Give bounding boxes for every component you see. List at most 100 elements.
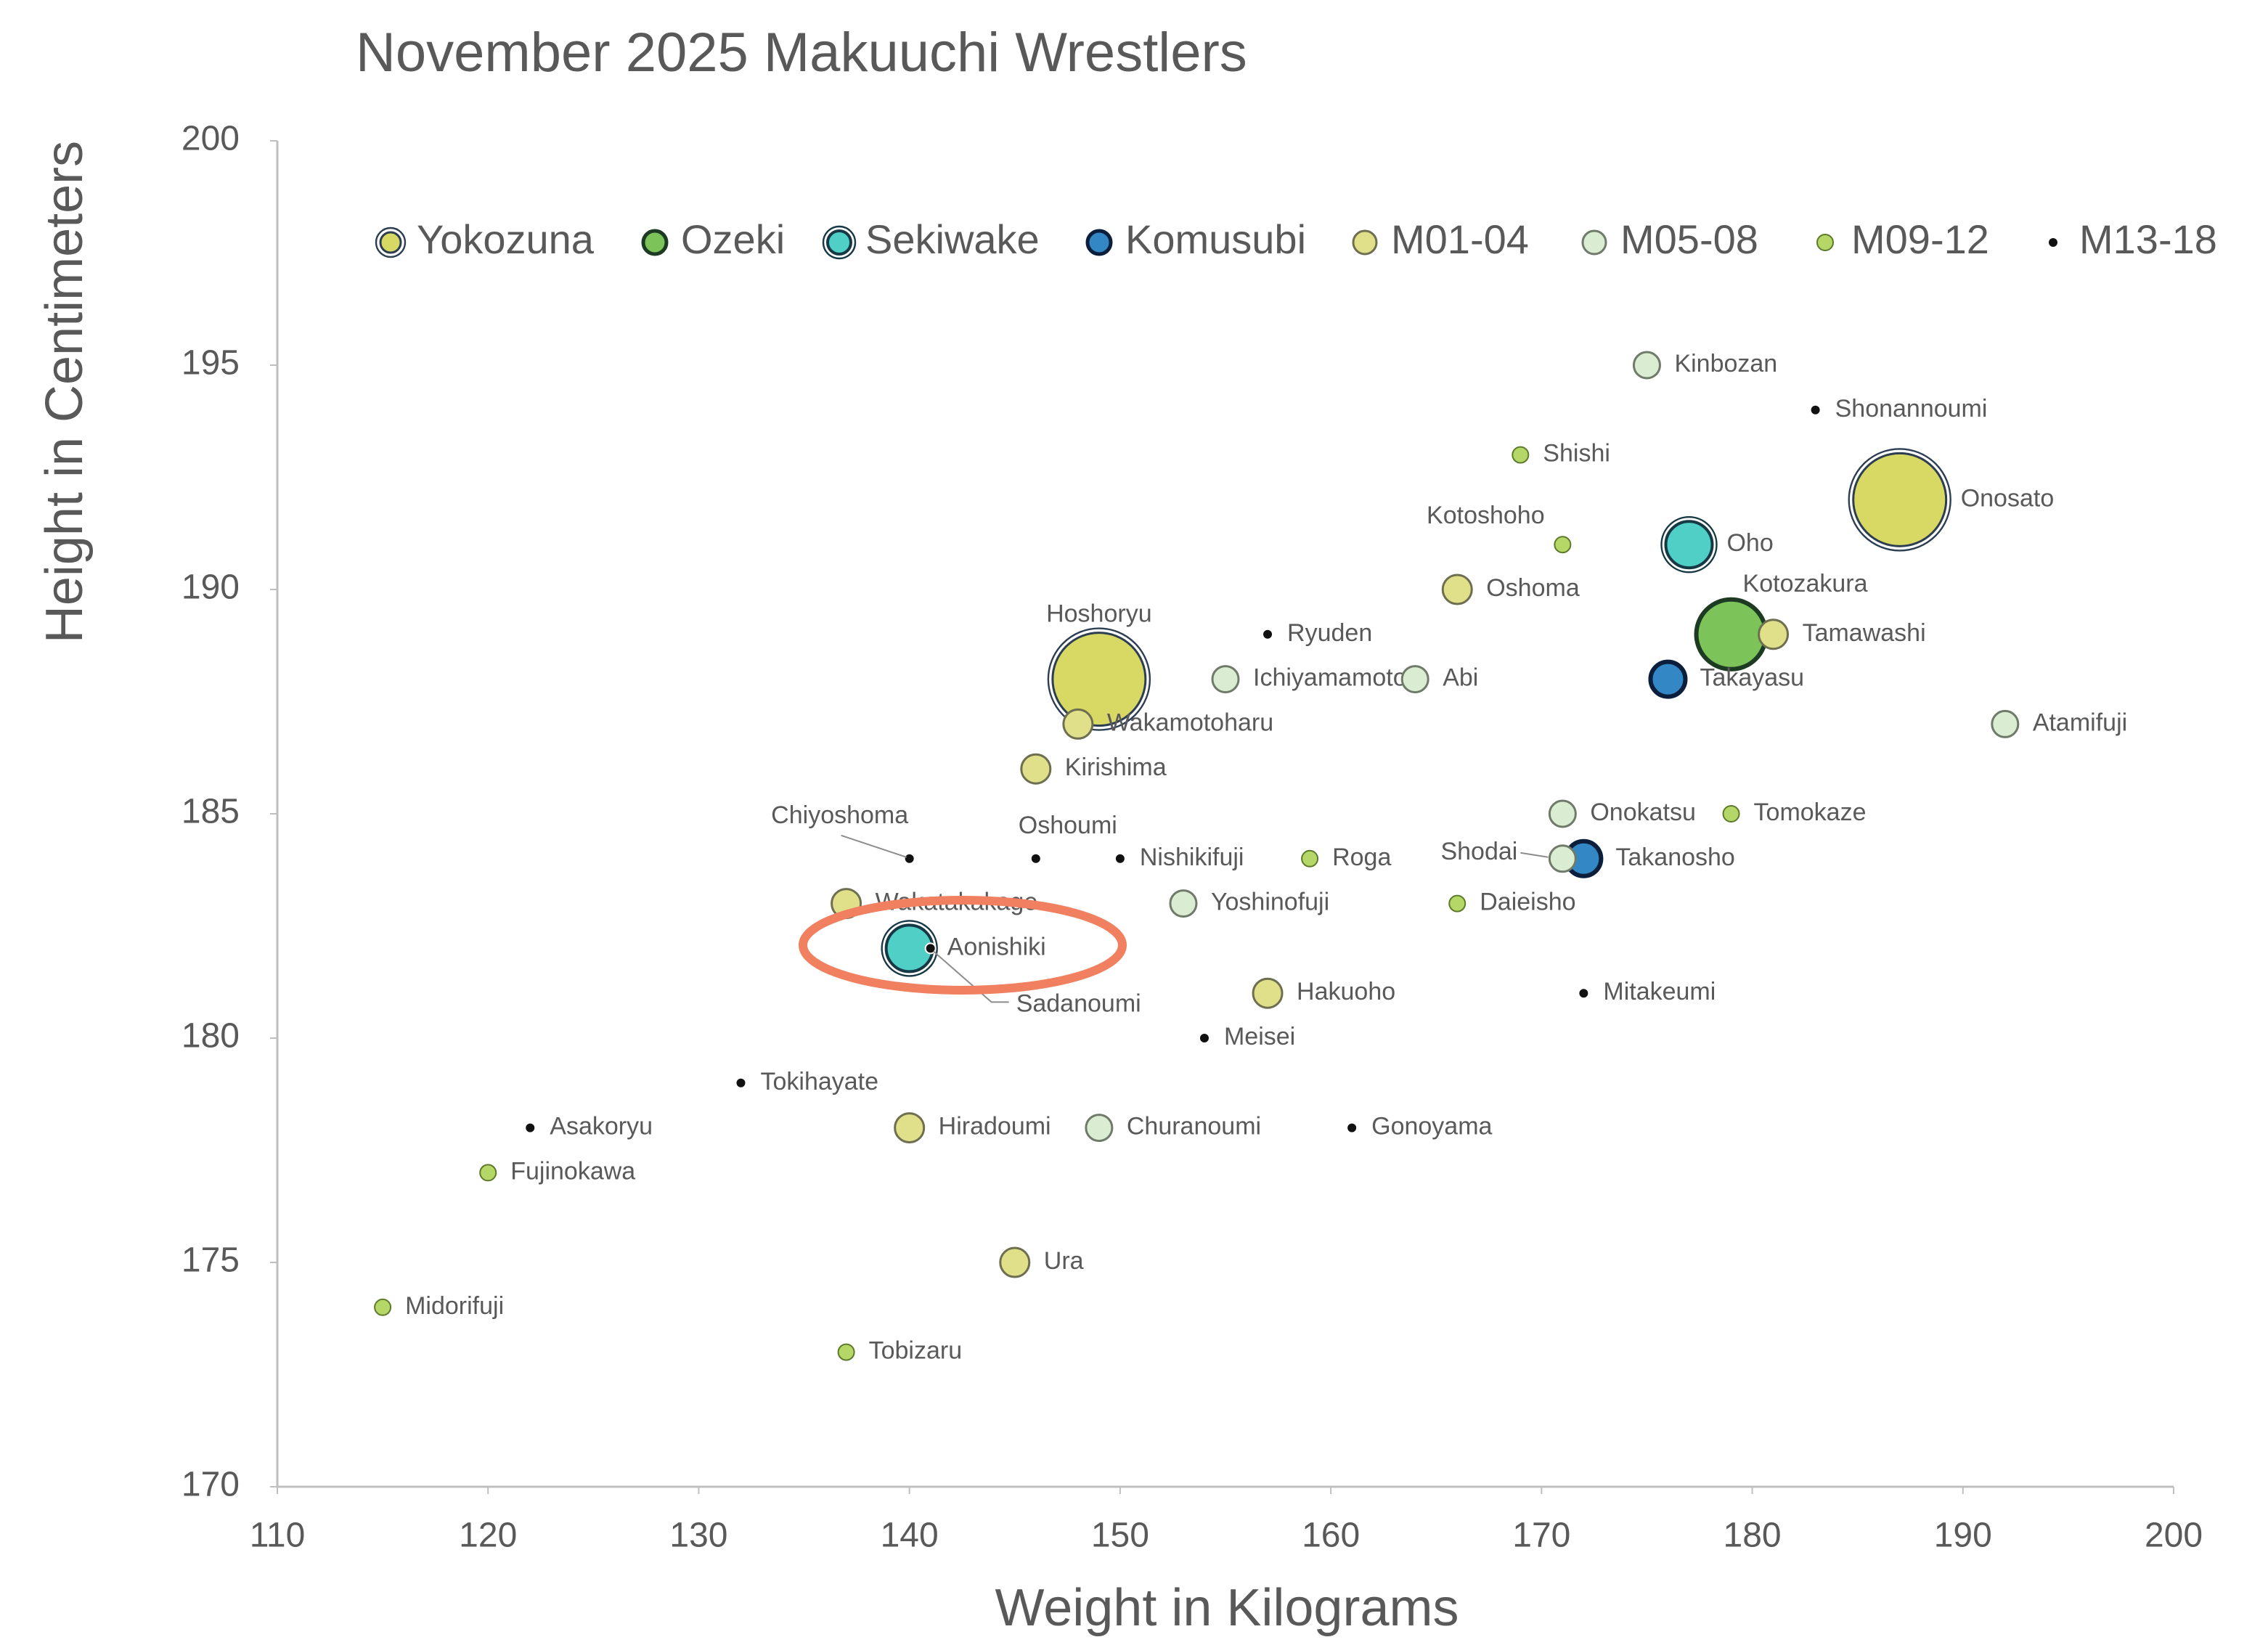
y-tick-label: 195 — [181, 344, 240, 383]
point: Oshoma — [1441, 573, 1580, 605]
point — [1694, 597, 1769, 672]
point: Atamifuji — [1991, 709, 2127, 738]
point — [1664, 520, 1714, 570]
point — [903, 852, 915, 865]
point: Shishi — [1512, 440, 1610, 468]
point: Midorifuji — [374, 1292, 504, 1320]
point: Tobizaru — [837, 1337, 962, 1365]
point-label: Yoshinofuji — [1211, 889, 1329, 916]
legend-label: M09-12 — [1851, 216, 1989, 262]
point — [374, 1298, 392, 1316]
leader-line — [933, 950, 1009, 1003]
legend-ring — [375, 226, 407, 258]
point: Tomokaze — [1722, 799, 1867, 826]
point — [1448, 894, 1467, 913]
point — [1169, 889, 1198, 918]
point — [924, 942, 937, 955]
point — [1346, 1122, 1358, 1134]
point: Ichiyamamoto — [1211, 664, 1407, 694]
point-label: Wakamotoharu — [1107, 709, 1273, 736]
point — [479, 1164, 497, 1182]
point-label: Nishikifuji — [1140, 844, 1244, 871]
point: Meisei — [1198, 1023, 1295, 1050]
point-label: Sadanoumi — [1016, 989, 1141, 1017]
point — [1062, 708, 1094, 740]
point-label: Meisei — [1224, 1023, 1295, 1050]
point: Nishikifuji — [1114, 844, 1244, 871]
point — [1648, 659, 1688, 699]
legend-marker — [1581, 229, 1607, 256]
chart-title: November 2025 Makuuchi Wrestlers — [356, 22, 1247, 83]
point: Kinbozan — [1632, 350, 1777, 380]
point-label: Ryuden — [1287, 619, 1372, 647]
point: Mitakeumi — [1578, 978, 1716, 1005]
point-label: Onokatsu — [1590, 799, 1696, 826]
point-label: Shodai — [1440, 838, 1517, 865]
point: Hakuoho — [1252, 977, 1395, 1009]
point: Kotoshoho — [1427, 502, 1572, 554]
x-tick-label: 190 — [1934, 1517, 1992, 1555]
legend-marker — [1352, 229, 1378, 256]
point — [1991, 709, 2020, 738]
point: Hoshoryu — [1046, 600, 1152, 731]
legend-label: Komusubi — [1125, 216, 1306, 262]
legend-label: Yokozuna — [417, 216, 595, 262]
point — [1085, 1114, 1114, 1143]
point: Wakamotoharu — [1062, 708, 1273, 740]
legend-ring — [822, 225, 857, 260]
point — [1252, 977, 1284, 1009]
legend-marker — [379, 231, 402, 254]
plot-area: 110 120 130 140 150 160 170 180 190 200 170 175 180 1… — [181, 120, 2203, 1555]
point: Oho — [1660, 516, 1774, 573]
point-ring — [1047, 627, 1151, 731]
point-label: Oho — [1726, 529, 1773, 557]
leader-line — [1520, 852, 1549, 858]
point — [1400, 665, 1429, 694]
y-tick-label: 180 — [181, 1017, 240, 1056]
point: Kirishima — [1020, 753, 1167, 785]
point: Kotozakura — [1694, 570, 1868, 672]
x-tick-label: 120 — [459, 1517, 517, 1555]
x-tick-label: 150 — [1091, 1517, 1149, 1555]
point-label: Churanoumi — [1127, 1113, 1261, 1140]
point — [1578, 987, 1590, 1000]
point-label: Gonoyama — [1371, 1113, 1492, 1140]
legend: Yokozuna Ozeki Sekiwake Komusubi M01-04 M05-0… — [375, 216, 2217, 262]
point — [1809, 404, 1822, 416]
point — [1198, 1032, 1210, 1044]
point: Chiyoshoma — [771, 801, 915, 865]
y-axis-title: Height in Centimeters — [36, 141, 94, 643]
point-label: Tomokaze — [1754, 799, 1867, 826]
point — [1548, 844, 1577, 873]
point-label: Hakuoho — [1297, 978, 1395, 1005]
point-label: Kinbozan — [1674, 350, 1777, 377]
point-label: Tokihayate — [760, 1068, 878, 1095]
y-tick-label: 190 — [181, 568, 240, 607]
legend-marker — [1816, 234, 1834, 251]
y-tick-label: 185 — [181, 793, 240, 831]
point — [1029, 852, 1042, 865]
legend-label: M05-08 — [1620, 216, 1758, 262]
legend-label: M13-18 — [2079, 216, 2217, 262]
point-label: Mitakeumi — [1603, 978, 1716, 1005]
point: Tamawashi — [1758, 619, 1926, 650]
point-label: Onosato — [1961, 484, 2055, 512]
point — [1211, 665, 1240, 694]
point: Abi — [1400, 664, 1478, 694]
x-tick-label: 140 — [881, 1517, 939, 1555]
x-tick-label: 180 — [1724, 1517, 1782, 1555]
point-ring — [881, 920, 938, 977]
point — [1758, 619, 1790, 650]
point-label: Daieisho — [1480, 889, 1575, 916]
point-label: Kirishima — [1065, 754, 1167, 781]
point — [1441, 573, 1473, 605]
point-label: Chiyoshoma — [771, 801, 908, 829]
point: Fujinokawa — [479, 1157, 635, 1185]
point — [894, 1112, 926, 1144]
point-label: Oshoma — [1486, 574, 1580, 602]
y-tick-label: 175 — [181, 1241, 240, 1280]
point: Yoshinofuji — [1169, 889, 1329, 918]
point-label: Kotozakura — [1743, 570, 1868, 597]
